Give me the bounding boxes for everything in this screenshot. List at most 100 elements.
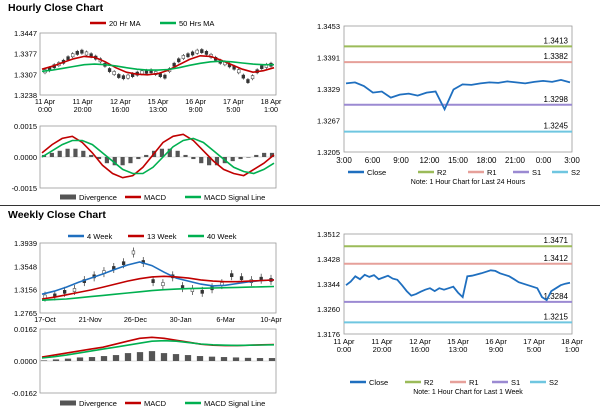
weekly-price-candle-body (151, 279, 155, 283)
hourly-price-plot-area (39, 32, 277, 96)
weekly-macd-divergence-bar (208, 356, 216, 361)
hourly-macd-series-legend-label: MACD (144, 193, 167, 202)
weekly-macd-divergence-bar (76, 357, 84, 361)
weekly-levels-ytick-label: 1.3344 (317, 280, 340, 289)
hourly-macd-signal-line (41, 137, 275, 175)
hourly-price-xtick-label: 11 Apr (35, 97, 56, 106)
hourly-price-candle-body (140, 70, 144, 75)
hourly-price-series-line (41, 54, 275, 76)
hourly-macd-divergence-bar (120, 157, 125, 166)
weekly-price-plot-area (39, 242, 277, 314)
weekly-price-xtick-label: 30-Jan (170, 315, 192, 324)
hourly-macd-divergence-bar (199, 157, 204, 164)
weekly-levels-level-label-s1: 1.3284 (544, 292, 569, 301)
hourly-price-candle-body (75, 51, 79, 55)
weekly-levels-chart: 1.3512 1.3428 1.3344 1.3260 1.3176 1.3471 1.34… (317, 230, 583, 396)
weekly-macd-divergence-bar (148, 351, 156, 361)
hourly-price-candle-body (126, 74, 130, 79)
weekly-macd-ytick-label: 0.0000 (14, 357, 37, 366)
hourly-levels-xtick-label: 21:00 (505, 156, 526, 165)
hourly-levels-xtick-label: 12:00 (419, 156, 440, 165)
weekly-macd-divergence-bar (160, 353, 168, 361)
hourly-macd-ytick-label: 0.0000 (14, 153, 37, 162)
hourly-price-ytick-label: 1.3447 (14, 29, 37, 38)
weekly-levels-xtick-label: 12 Apr (409, 337, 431, 346)
hourly-levels-ytick-label: 1.3205 (317, 148, 340, 157)
weekly-levels-series-legend-label: S2 (549, 378, 558, 387)
weekly-levels-series-legend-label: Close (369, 378, 388, 387)
hourly-levels-ytick-label: 1.3453 (317, 22, 340, 31)
hourly-price-candle-body (260, 65, 264, 69)
weekly-price-candle-body (161, 282, 165, 286)
weekly-macd-ytick-label: 0.0162 (14, 325, 37, 334)
weekly-price-candle-body (121, 261, 126, 266)
hourly-price-candle-body (107, 68, 112, 72)
weekly-macd-divergence-bar (88, 357, 96, 361)
hourly-price-xtick-label: 5:00 (226, 105, 240, 114)
hourly-levels-ytick-label: 1.3267 (317, 117, 340, 126)
weekly-levels-xtick-label: 13:00 (449, 345, 468, 354)
hourly-macd-divergence-bar (128, 157, 133, 164)
hourly-price-xtick-label: 0:00 (38, 105, 52, 114)
hourly-macd-divergence-bar (214, 157, 220, 166)
hourly-levels-plot-area (343, 25, 573, 153)
hourly-macd-divergence-bar (269, 152, 275, 157)
weekly-price-xtick-label: 17-Oct (34, 315, 56, 324)
hourly-price-candle-body (112, 71, 116, 75)
hourly-price-candle-body (246, 79, 250, 83)
weekly-levels-xtick-label: 17 Apr (523, 337, 545, 346)
hourly-price-xtick-label: 13:00 (149, 105, 167, 114)
hourly-levels-chart: 1.3453 1.3391 1.3329 1.3267 1.3205 1.3413 1.33… (317, 22, 580, 186)
hourly-price-candle-body (181, 55, 186, 59)
weekly-macd-divergence-bar (136, 352, 144, 361)
weekly-price-series-legend-label: 4 Week (87, 232, 113, 241)
hourly-price-candle-body (237, 69, 241, 74)
weekly-macd-divergence-bar (268, 358, 276, 361)
weekly-price-ytick-label: 1.2765 (14, 309, 37, 318)
weekly-macd-series-legend-label: Divergence (79, 399, 117, 408)
weekly-levels-xtick-label: 9:00 (489, 345, 504, 354)
weekly-levels-xtick-label: 16 Apr (485, 337, 507, 346)
hourly-price-candle-body (177, 58, 181, 63)
hourly-macd-divergence-bar (167, 148, 172, 157)
hourly-price-xtick-label: 16:00 (111, 105, 129, 114)
hourly-macd-series-legend-label: Divergence (79, 193, 117, 202)
weekly-macd-divergence-bar (232, 357, 240, 361)
weekly-price-xtick-label: 6-Mar (216, 315, 235, 324)
hourly-macd-divergence-bar (49, 152, 54, 157)
hourly-macd-divergence-bar (191, 157, 196, 160)
hourly-macd-divergence-bar (104, 157, 109, 164)
weekly-levels-xtick-label: 20:00 (373, 345, 392, 354)
hourly-macd-divergence-bar (207, 157, 212, 166)
hourly-price-candle-body (163, 74, 167, 79)
weekly-levels-xtick-label: 0:00 (337, 345, 352, 354)
weekly-levels-xtick-label: 5:00 (527, 345, 542, 354)
weekly-price-candle-body (200, 289, 204, 294)
hourly-price-candle-body (84, 51, 89, 56)
weekly-price-candle-body (239, 276, 244, 280)
hourly-price-candle-body (250, 75, 255, 80)
hourly-price-candle-body (195, 49, 199, 54)
weekly-levels-level-label-r1: 1.3412 (544, 254, 569, 263)
weekly-price-candle-body (131, 250, 136, 255)
hourly-macd-ytick-label: 0.0015 (14, 122, 37, 131)
hourly-levels-series-legend-label: R2 (437, 168, 447, 177)
hourly-levels-xtick-label: 9:00 (393, 156, 409, 165)
weekly-macd-divergence-bar (196, 356, 204, 361)
hourly-macd-divergence-bar (230, 157, 235, 162)
hourly-levels-level-label-s2: 1.3245 (544, 122, 569, 131)
weekly-price-xtick-label: 21-Nov (79, 315, 103, 324)
hourly-levels-xtick-label: 18:00 (476, 156, 497, 165)
weekly-levels-xtick-label: 1:00 (565, 345, 580, 354)
hourly-price-series-legend-label: 50 Hrs MA (179, 19, 214, 28)
hourly-price-candle-body (71, 53, 75, 58)
weekly-price-series-line (41, 261, 275, 295)
weekly-price-candle-body (63, 289, 67, 294)
weekly-levels-note: Note: 1 Hour Chart for Last 1 Week (413, 389, 523, 396)
hourly-price-series-line (41, 60, 274, 73)
weekly-macd-divergence-bar (112, 355, 120, 361)
weekly-price-series-line (41, 275, 275, 300)
hourly-price-xtick-label: 12 Apr (110, 97, 131, 106)
hourly-price-xtick-label: 20:00 (74, 105, 92, 114)
hourly-levels-xtick-label: 15:00 (448, 156, 469, 165)
